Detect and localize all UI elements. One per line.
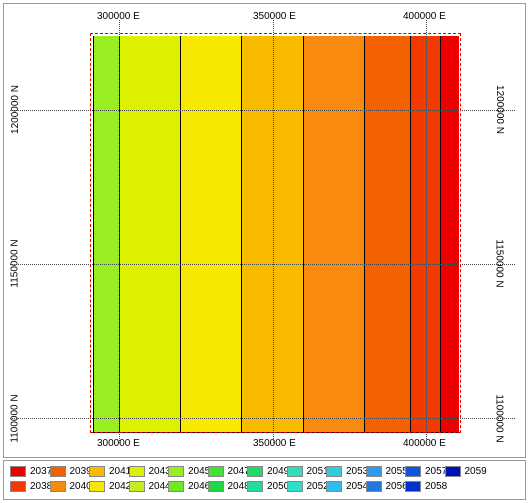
legend-label-2038: 2038 (30, 481, 53, 492)
legend-label-2037: 2037 (30, 466, 53, 477)
legend-label-2053: 2053 (346, 466, 369, 477)
legend-swatch-2057 (405, 466, 421, 477)
band-2039 (365, 36, 411, 433)
grid-line-1150000 (10, 264, 515, 265)
grid-line-1200000 (10, 110, 515, 111)
legend-swatch-2038 (10, 481, 26, 492)
legend-label-2041: 2041 (109, 466, 132, 477)
band-2043 (120, 36, 181, 433)
x-tick-bottom-300000: 300000 E (97, 438, 140, 449)
x-tick-top-300000: 300000 E (97, 11, 140, 22)
band-2042 (181, 36, 242, 433)
grid-line-300000 (119, 20, 120, 443)
legend-swatch-2055 (365, 466, 382, 477)
legend-label-2055: 2055 (385, 466, 408, 477)
legend-swatch-2045 (168, 466, 184, 477)
legend-label-2049: 2049 (267, 466, 290, 477)
grid-line-350000 (273, 20, 274, 443)
x-tick-bottom-400000: 400000 E (403, 438, 446, 449)
x-tick-top-350000: 350000 E (253, 11, 296, 22)
legend-label-2057: 2057 (425, 466, 448, 477)
grid-line-400000 (426, 20, 427, 443)
legend-swatch-2041 (89, 466, 105, 477)
band-2045 (93, 36, 120, 433)
legend-label-2039: 2039 (69, 466, 92, 477)
legend-swatch-2054 (326, 481, 342, 492)
legend-swatch-2040 (49, 481, 66, 492)
legend-swatch-2059 (444, 466, 461, 477)
legend-swatch-2053 (326, 466, 342, 477)
legend-label-2054: 2054 (346, 481, 369, 492)
legend-swatch-2058 (405, 481, 421, 492)
map-left-edge (93, 36, 94, 433)
legend-swatch-2050 (247, 481, 263, 492)
legend-label-2043: 2043 (148, 466, 171, 477)
legend-swatch-2039 (49, 466, 66, 477)
legend-label-2045: 2045 (188, 466, 211, 477)
legend-swatch-2043 (128, 466, 145, 477)
x-tick-bottom-350000: 350000 E (253, 438, 296, 449)
legend-swatch-2047 (207, 466, 224, 477)
legend-label-2059: 2059 (464, 466, 487, 477)
legend-label-2058: 2058 (425, 481, 448, 492)
legend-swatch-2048 (207, 481, 224, 492)
legend-label-2051: 2051 (306, 466, 329, 477)
grid-line-1100000 (10, 418, 515, 419)
legend-label-2047: 2047 (227, 466, 250, 477)
legend-swatch-2042 (89, 481, 105, 492)
band-2040 (304, 36, 365, 433)
x-tick-top-400000: 400000 E (403, 11, 446, 22)
legend-label-2040: 2040 (69, 481, 92, 492)
legend-swatch-2037 (10, 466, 26, 477)
map-bottom-edge (93, 432, 459, 433)
legend-swatch-2052 (286, 481, 303, 492)
legend-label-2052: 2052 (306, 481, 329, 492)
legend-swatch-2056 (365, 481, 382, 492)
legend-label-2042: 2042 (109, 481, 132, 492)
legend-label-2048: 2048 (227, 481, 250, 492)
legend-swatch-2049 (247, 466, 263, 477)
legend-swatch-2044 (128, 481, 145, 492)
legend-swatch-2046 (168, 481, 184, 492)
legend-label-2050: 2050 (267, 481, 290, 492)
legend-swatch-2051 (286, 466, 303, 477)
legend-label-2056: 2056 (385, 481, 408, 492)
legend-label-2044: 2044 (148, 481, 171, 492)
band-2037 (441, 36, 459, 433)
legend-label-2046: 2046 (188, 481, 211, 492)
